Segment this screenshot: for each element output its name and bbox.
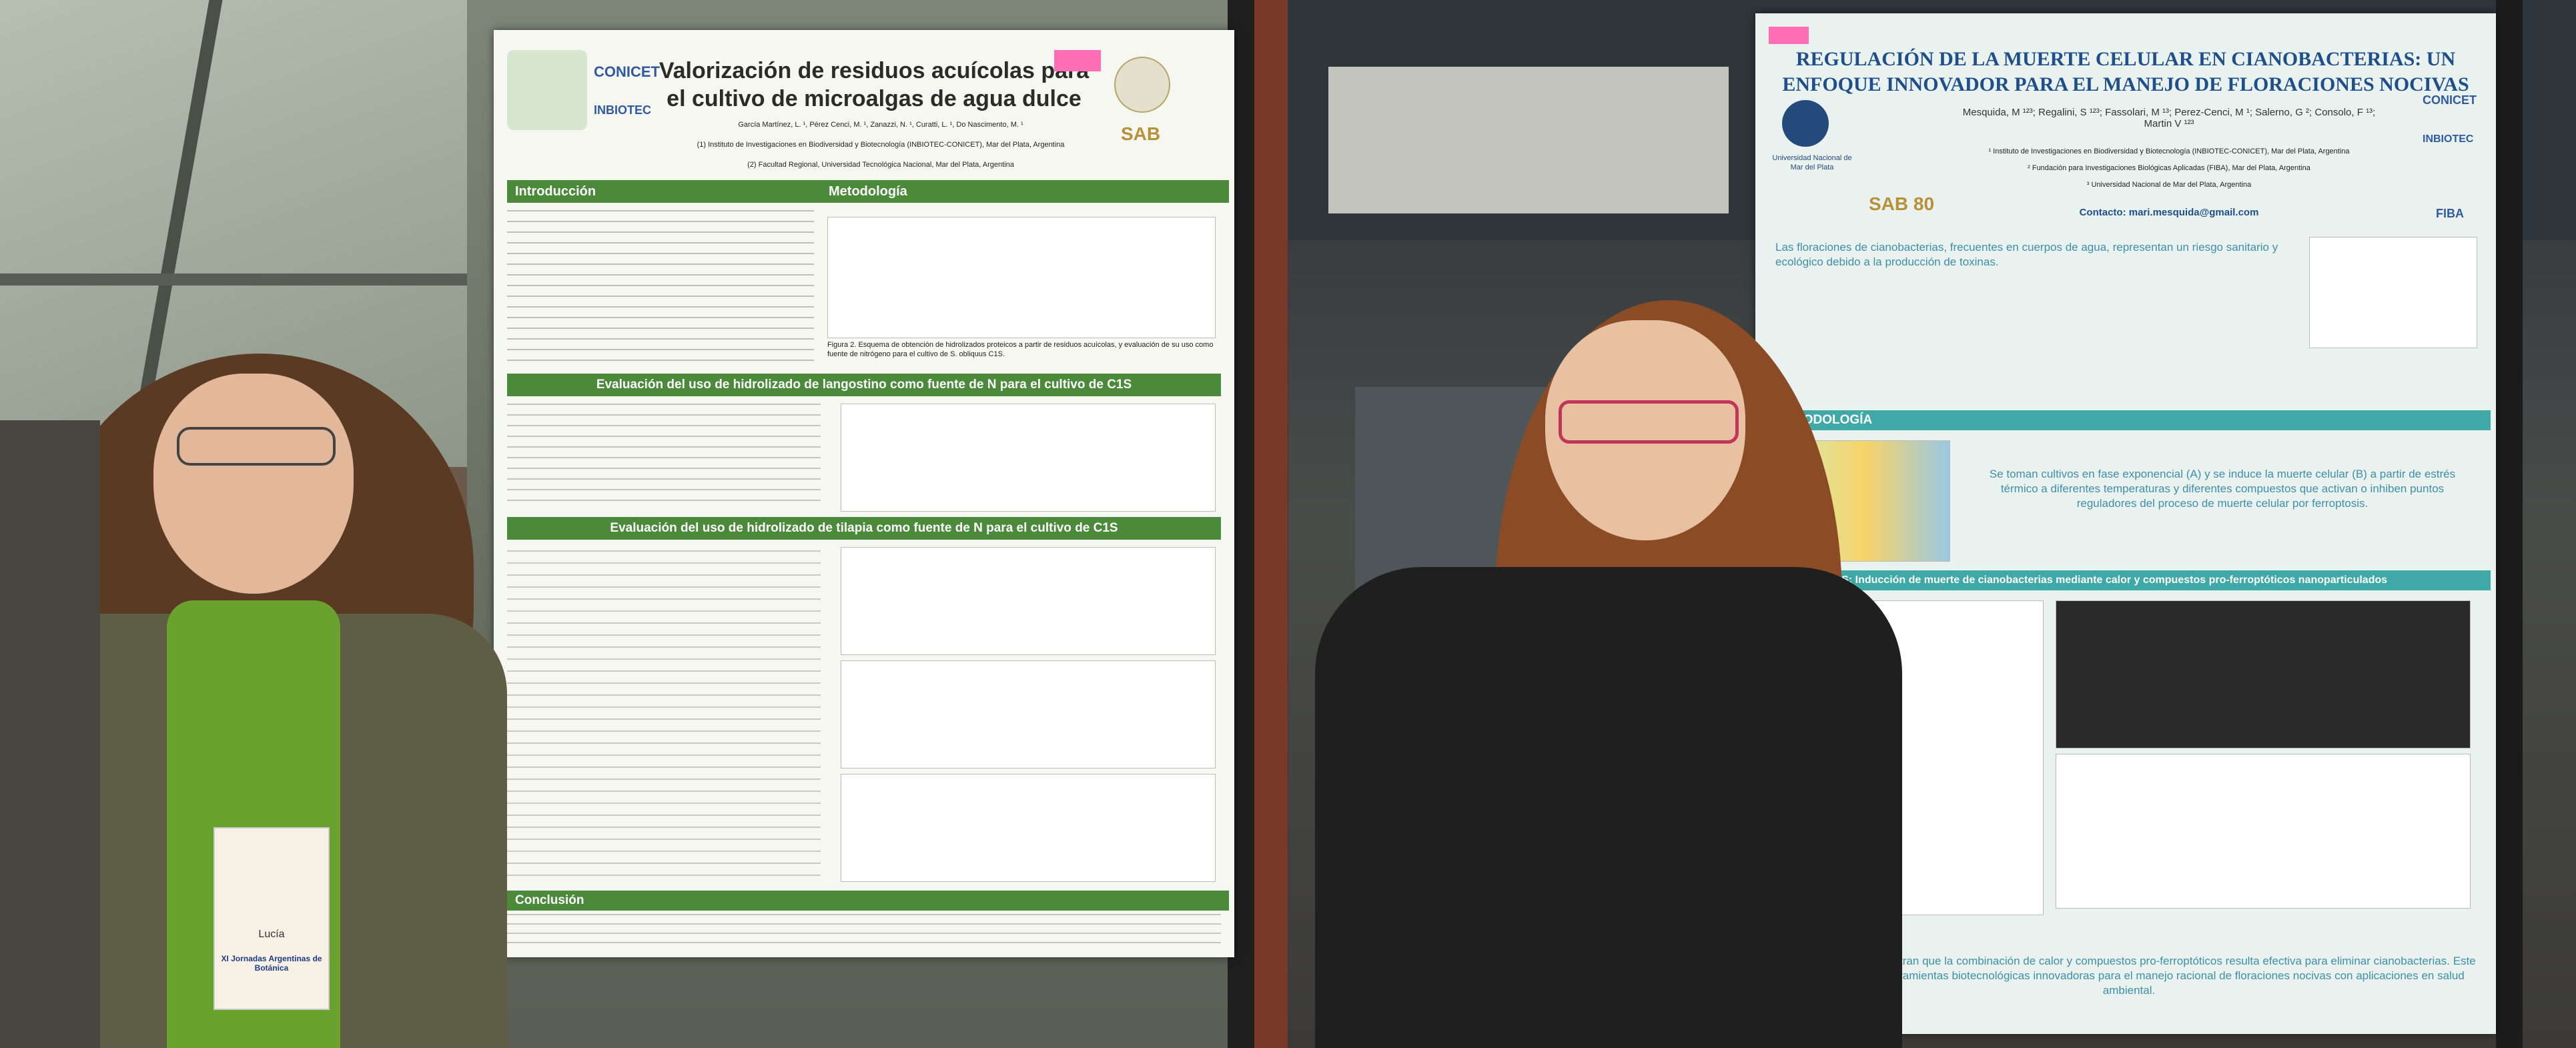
logo-text: Universidad Nacional de Mar del Plata — [1772, 154, 1852, 171]
background-panel — [1328, 67, 1729, 213]
face — [153, 374, 354, 594]
conclusion-text-block — [507, 914, 1221, 951]
badge-event: XI Jornadas Argentinas de Botánica — [221, 954, 322, 973]
poster-title: REGULACIÓN DE LA MUERTE CELULAR EN CIANO… — [1782, 48, 2469, 95]
authors: Mesquida, M ¹²³; Regalini, S ¹²³; Fassol… — [1962, 107, 2376, 129]
section-header: Evaluación del uso de hidrolizado de lan… — [507, 374, 1221, 396]
figure-text-block — [507, 404, 821, 510]
poster: CONICET INBIOTEC Valorización de residuo… — [494, 30, 1234, 957]
logo-text: INBIOTEC — [594, 103, 652, 117]
event-seal — [1114, 57, 1170, 113]
section-header: Conclusión — [507, 891, 1229, 911]
affiliation: (1) Instituto de Investigaciones en Biod… — [697, 141, 1065, 149]
logo-text: SAB 80 — [1869, 193, 1935, 214]
affiliation: ¹ Instituto de Investigaciones en Biodiv… — [1988, 147, 2350, 155]
poster-title: Valorización de residuos acuícolas para … — [659, 58, 1090, 111]
affiliation: ³ Universidad Nacional de Mar del Plata,… — [2086, 181, 2252, 189]
conicet-logo — [507, 50, 587, 130]
figure-panels — [841, 404, 1216, 512]
conclusion-text: Los resultados demuestran que la combina… — [1782, 955, 2476, 997]
window-frame — [0, 274, 467, 286]
section-header: Introducción — [507, 180, 822, 203]
logo-text: CONICET — [594, 63, 660, 80]
intro-text: Las floraciones de cianobacterias, frecu… — [1775, 241, 2278, 268]
glasses — [1559, 400, 1739, 444]
face — [1545, 320, 1745, 540]
photo-right: REGULACIÓN DE LA MUERTE CELULAR EN CIANO… — [1288, 0, 2576, 1048]
figure-panels — [841, 774, 1216, 882]
method-text: Se toman cultivos en fase exponencial (A… — [1989, 468, 2456, 510]
figure-text-block — [507, 550, 821, 884]
section-header: Metodología — [821, 180, 1229, 203]
background-person — [0, 420, 100, 1048]
logo-text: FIBA — [2436, 207, 2464, 220]
section-header: METODOLOGÍA — [1769, 410, 2491, 430]
name-badge: Lucía XI Jornadas Argentinas de Botánica — [213, 827, 330, 1010]
logo-text: CONICET — [2423, 93, 2477, 107]
logo-text: SAB — [1121, 123, 1161, 144]
glasses — [177, 427, 336, 466]
badge-name: Lucía — [258, 929, 285, 940]
door — [1248, 0, 1288, 1048]
black-sweater — [1315, 567, 1902, 1048]
section-header: RESULTADOS: Inducción de muerte de ciano… — [1769, 570, 2491, 590]
figure-caption: Figura 2. Esquema de obtención de hidrol… — [827, 341, 1214, 358]
poster-stand — [2496, 0, 2523, 1048]
section-header: Evaluación del uso de hidrolizado de til… — [507, 517, 1221, 540]
figure-panels — [841, 547, 1216, 655]
poster: REGULACIÓN DE LA MUERTE CELULAR EN CIANO… — [1755, 13, 2496, 1034]
affiliation: ² Fundación para Investigaciones Biológi… — [2028, 164, 2310, 172]
contact: Contacto: mari.mesquida@gmail.com — [2079, 207, 2259, 218]
microscopy-panels — [2056, 600, 2471, 748]
logo-text: INBIOTEC — [2423, 133, 2474, 145]
intro-text-block — [507, 210, 814, 364]
pink-tag — [1769, 27, 1809, 44]
method-diagram — [827, 217, 1216, 338]
authors: García Martínez, L. ¹, Pérez Cenci, M. ¹… — [738, 121, 1023, 129]
photo-left: CONICET INBIOTEC Valorización de residuo… — [0, 0, 1288, 1048]
intro-figure — [2309, 237, 2477, 348]
pink-tag — [1054, 50, 1101, 71]
affiliation: (2) Facultad Regional, Universidad Tecno… — [747, 161, 1014, 169]
university-logo — [1782, 100, 1829, 147]
viability-plates — [2056, 754, 2471, 909]
figure-panels — [841, 660, 1216, 768]
